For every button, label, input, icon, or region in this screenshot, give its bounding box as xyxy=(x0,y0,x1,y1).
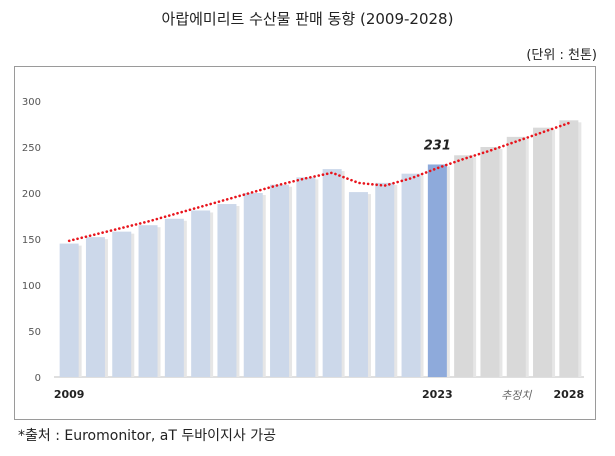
y-tick-label: 250 xyxy=(22,143,41,154)
bar-2011 xyxy=(112,231,132,377)
forecast-label: 추정치 xyxy=(501,389,532,402)
bar-2015 xyxy=(217,204,237,377)
bar-2020 xyxy=(348,192,368,377)
unit-label: (단위 : 천톤) xyxy=(526,48,597,63)
bar-2025 xyxy=(480,147,500,377)
x-tick-label-2023: 2023 xyxy=(422,388,453,401)
y-tick-label: 300 xyxy=(22,97,41,108)
y-tick-label: 50 xyxy=(28,327,41,338)
bar-2016 xyxy=(243,193,263,377)
y-tick-label: 0 xyxy=(35,373,41,384)
bar-2021 xyxy=(375,182,395,377)
bar-2014 xyxy=(191,210,211,377)
chart-title: 아랍에미리트 수산물 판매 동향 (2009-2028) xyxy=(161,10,454,28)
bar-2018 xyxy=(296,177,316,377)
bar-2012 xyxy=(138,225,158,377)
trend-line xyxy=(67,121,571,243)
bar-2019 xyxy=(322,169,342,377)
bar-2022 xyxy=(401,173,421,377)
bar-2027 xyxy=(533,127,553,378)
bar-2023 xyxy=(427,164,447,377)
bar-2010 xyxy=(85,237,105,377)
bar-2009 xyxy=(59,243,79,377)
bar-2028 xyxy=(559,120,579,377)
bar-2024 xyxy=(454,155,474,377)
y-tick-label: 200 xyxy=(22,189,41,200)
data-label-2023: 231 xyxy=(424,138,451,153)
x-tick-label-2009: 2009 xyxy=(54,388,85,401)
bar-2017 xyxy=(270,184,290,377)
bar-2026 xyxy=(506,136,526,377)
source-note: *출처 : Euromonitor, aT 두바이지사 가공 xyxy=(18,428,276,444)
y-tick-label: 100 xyxy=(22,281,41,292)
x-tick-label-2028: 2028 xyxy=(554,388,585,401)
bar-2013 xyxy=(164,218,184,377)
y-tick-label: 150 xyxy=(22,235,41,246)
